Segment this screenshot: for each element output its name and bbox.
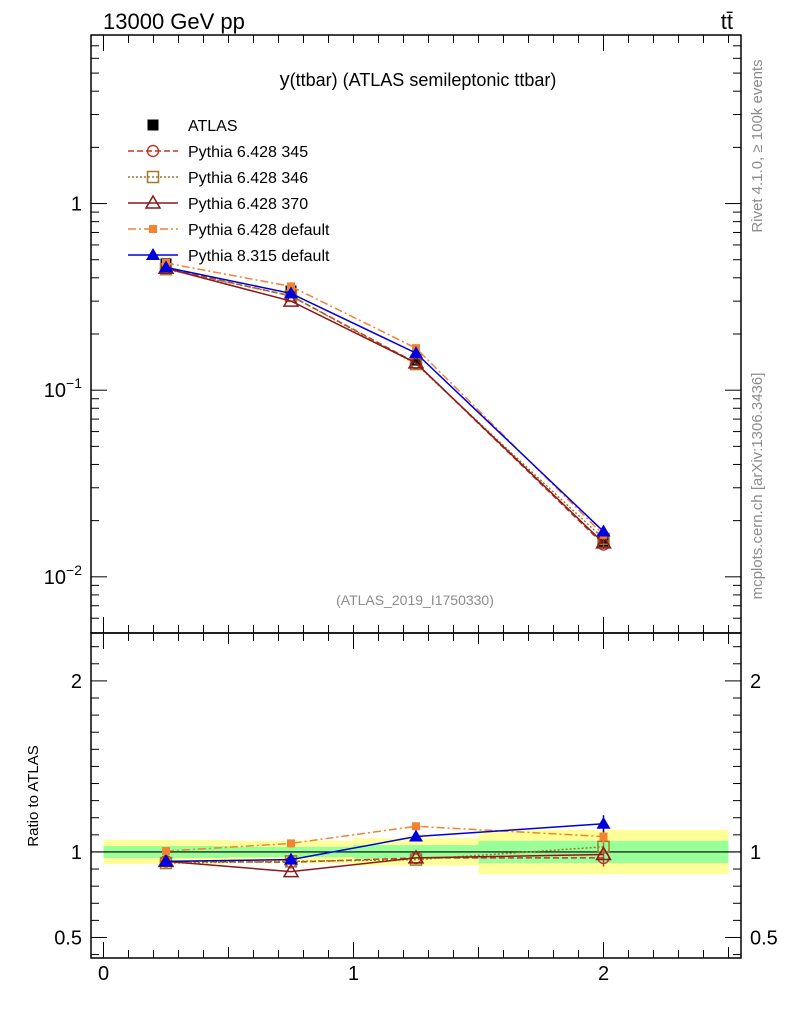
series-line-pythia-6-428-370: [165, 267, 605, 544]
main-y-tick-label-base: 1: [71, 194, 82, 216]
data-point: [596, 524, 611, 537]
legend-item-pythia-8-315-default: Pythia 8.315 default: [128, 248, 330, 265]
series-line-pythia-6-428-346: [165, 268, 605, 540]
ratio-point: [409, 829, 423, 842]
legend: ATLAS Pythia 6.428 345 Pythia 6.428 346 Pyt…: [128, 118, 330, 265]
data-point: [287, 282, 295, 291]
ratio-point: [407, 849, 425, 864]
legend-marker: [144, 194, 162, 209]
data-point: [407, 354, 425, 369]
main-y-tick-label-exp: −2: [66, 562, 82, 578]
ratio-y-tick-label-left: 0.5: [54, 927, 82, 949]
series-pythia-6-428-346: [159, 262, 610, 545]
ratio-point: [599, 832, 608, 841]
legend-item-pythia-6-428-345: Pythia 6.428 345: [128, 144, 308, 161]
main-y-tick-label: 10−1: [44, 375, 82, 402]
legend-label: ATLAS: [188, 118, 238, 135]
legend-marker: [146, 170, 160, 184]
ratio-y-tick-label-right: 2: [750, 671, 761, 693]
ratio-frame: [90, 632, 742, 959]
series-line-pythia-8-315-default: [165, 266, 605, 533]
ratio-line-pythia-6-428-default: [165, 825, 604, 852]
ratio-line-pythia-6-428-370: [165, 853, 604, 873]
ratio-y-tick-label-right: 0.5: [750, 927, 778, 949]
main-y-tick-label-exp: −1: [66, 375, 82, 391]
legend-item-pythia-6-428-370: Pythia 6.428 370: [128, 194, 308, 213]
x-tick-label: 2: [598, 963, 609, 985]
ratio-line-pythia-8-315-default: [165, 822, 604, 863]
ratio-point: [287, 839, 295, 848]
data-point: [282, 292, 300, 307]
series-line-pythia-6-428-345: [165, 267, 605, 546]
ratio-y-tick-label-left: 1: [71, 842, 82, 864]
series-pythia-6-428-345: [159, 262, 610, 551]
data-point: [410, 354, 422, 366]
data-point: [284, 286, 298, 299]
legend-label: Pythia 6.428 370: [188, 196, 308, 213]
ratio-point: [162, 847, 170, 856]
plot-title-rest: (ttbar) (ATLAS semileptonic ttbar): [290, 70, 557, 90]
ratio-panel: 0.5 0.5 1 1 2 2 0 1 2 Ratio to ATLAS: [25, 632, 778, 985]
ratio-point: [595, 846, 612, 861]
plot-title: y(ttbar) (ATLAS semileptonic ttbar): [280, 69, 557, 91]
x-tick-label: 1: [348, 963, 359, 985]
legend-item-pythia-6-428-default: Pythia 6.428 default: [128, 222, 330, 239]
series-pythia-6-428-default: [162, 259, 608, 539]
main-y-tick-label: 1: [71, 194, 82, 216]
mcplots-label: mcplots.cern.ch [arXiv:1306.3436]: [749, 373, 766, 600]
data-point: [409, 346, 423, 359]
rivet-version-label: Rivet 4.1.0, ≥ 100k events: [749, 59, 766, 232]
series-pythia-6-428-370: [157, 259, 612, 549]
legend-marker: [146, 248, 160, 260]
legend-marker: [147, 119, 159, 131]
ratio-point: [412, 822, 420, 831]
main-y-tick-label: 10−2: [44, 562, 82, 589]
ratio-line-pythia-6-428-345: [165, 857, 604, 863]
series-pythia-8-315-default: [159, 260, 611, 537]
ratio-point: [159, 854, 173, 867]
plot-title-prefix: y: [280, 69, 290, 91]
ratio-ylabel: Ratio to ATLAS: [25, 745, 42, 846]
legend-item-pythia-6-428-346: Pythia 6.428 346: [128, 170, 308, 187]
ratio-series-pythia-6-428-370: [157, 846, 612, 878]
process-label: tt̄: [721, 9, 733, 34]
x-tick-label: 0: [98, 963, 109, 985]
legend-marker: [149, 225, 157, 233]
legend-item-atlas: ATLAS: [147, 118, 238, 135]
legend-label: Pythia 6.428 345: [188, 144, 308, 161]
main-y-tick-label-base: 10: [44, 380, 66, 402]
ratio-series-pythia-8-315-default: [159, 815, 611, 867]
series-line-pythia-6-428-default: [165, 262, 605, 536]
ratio-y-tick-label-left: 2: [71, 671, 82, 693]
ratio-point: [284, 852, 298, 865]
legend-label: Pythia 6.428 346: [188, 170, 308, 187]
main-panel: y(ttbar) (ATLAS semileptonic ttbar) (ATL…: [44, 34, 742, 634]
legend-label: Pythia 8.315 default: [188, 248, 330, 265]
legend-label: Pythia 6.428 default: [188, 222, 330, 239]
ratio-y-tick-label-right: 1: [750, 842, 761, 864]
data-point: [595, 534, 612, 549]
analysis-watermark: (ATLAS_2019_I1750330): [336, 592, 494, 608]
series-atlas: [160, 258, 609, 547]
energy-label: 13000 GeV pp: [103, 9, 245, 34]
data-point: [159, 260, 173, 273]
ratio-point: [282, 863, 300, 878]
ratio-point: [596, 816, 611, 829]
main-y-tick-label-base: 10: [44, 567, 66, 589]
legend-marker: [146, 144, 160, 158]
